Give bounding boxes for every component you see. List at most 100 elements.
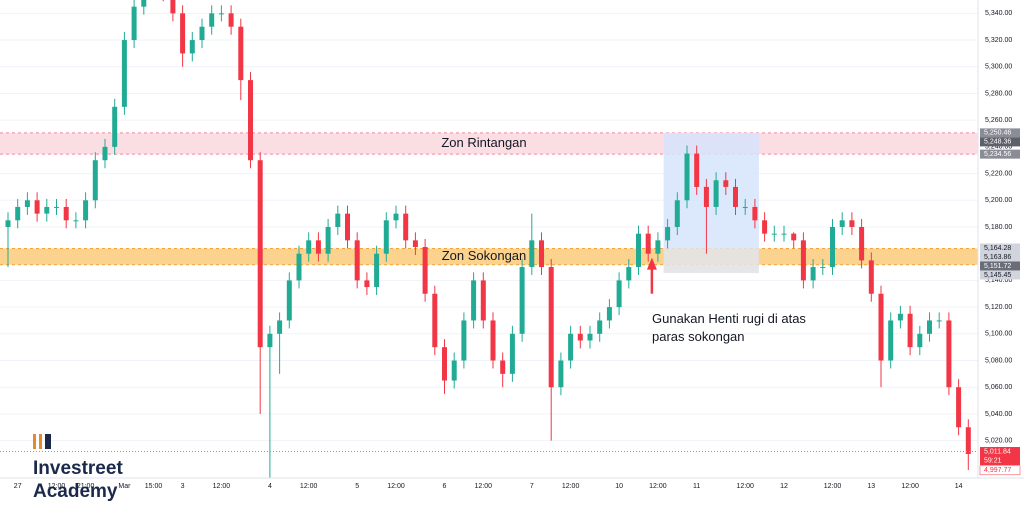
candle-body <box>674 200 680 227</box>
zone-label: Zon Sokongan <box>442 248 527 263</box>
candle-body <box>422 247 428 294</box>
price-tag <box>980 128 1020 138</box>
candle-body <box>733 186 738 207</box>
candle-body <box>73 220 79 222</box>
x-tick-label: 6 <box>443 483 447 490</box>
candle-body <box>24 200 30 207</box>
price-tag-label: 4,997.77 <box>984 467 1011 474</box>
candle-body <box>383 220 389 254</box>
candle-body <box>403 213 409 241</box>
x-tick-label: 3 <box>181 483 185 490</box>
candle-body <box>597 320 603 334</box>
y-tick-label: 5,180.00 <box>985 224 1012 231</box>
candle-body <box>335 213 341 227</box>
x-tick-label: 12:00 <box>649 483 667 490</box>
price-tag <box>980 137 1020 147</box>
candle-body <box>325 226 331 254</box>
logo-bar <box>39 434 42 449</box>
x-tick-label: 12:00 <box>901 483 919 490</box>
logo-bar <box>45 434 51 449</box>
candle-body <box>907 313 913 348</box>
candle-body <box>500 360 506 374</box>
price-tag <box>980 447 1020 457</box>
candle-body <box>257 160 263 348</box>
y-tick-label: 5,200.00 <box>985 197 1012 204</box>
x-tick-label: 10 <box>615 483 623 490</box>
candle-body <box>54 206 59 208</box>
candle-body <box>529 240 535 268</box>
candle-body <box>849 220 855 227</box>
candle-body <box>703 186 709 207</box>
candle-body <box>616 280 622 308</box>
candle-body <box>170 0 176 14</box>
candle-body <box>868 260 874 294</box>
candle-body <box>558 360 564 388</box>
x-tick-label: 13 <box>867 483 875 490</box>
y-tick-label: 5,240.00 <box>985 144 1012 151</box>
candle-body <box>218 13 224 15</box>
candle-body <box>451 360 457 381</box>
candle-body <box>936 320 942 322</box>
price-tag-label: 5,164.28 <box>984 245 1011 252</box>
candle-body <box>859 226 865 261</box>
candle-body <box>248 80 253 161</box>
candle-body <box>480 280 486 321</box>
price-tag-label: 5,248.36 <box>984 139 1011 146</box>
candle-body <box>820 267 826 269</box>
candle-body <box>810 267 816 281</box>
candle-body <box>180 13 186 54</box>
candle-body <box>315 240 321 254</box>
x-tick-label: 12:00 <box>213 483 231 490</box>
candle-body <box>238 26 244 81</box>
x-tick-label: 12:00 <box>475 483 493 490</box>
logo-text: Investreet <box>33 458 123 479</box>
candle-body <box>490 320 496 361</box>
x-tick-label: Mar <box>118 483 131 490</box>
candle-body <box>626 267 632 281</box>
logo-text: Academy <box>33 481 118 502</box>
price-tag-label: 5,151.72 <box>984 263 1011 270</box>
candle-body <box>44 206 50 214</box>
x-tick-label: 12:00 <box>824 483 842 490</box>
candle-body <box>888 320 894 361</box>
candle-body <box>946 320 952 388</box>
candle-body <box>63 206 69 221</box>
candle-body <box>412 240 418 248</box>
price-tag <box>980 252 1020 262</box>
candle-body <box>277 320 283 334</box>
candle-body <box>781 233 787 235</box>
candle-body <box>296 253 302 281</box>
candle-body <box>354 240 360 281</box>
y-tick-label: 5,020.00 <box>985 437 1012 444</box>
countdown-label: 59:21 <box>984 457 1002 464</box>
y-tick-label: 5,260.00 <box>985 117 1012 124</box>
x-tick-label: 15:00 <box>145 483 163 490</box>
candle-body <box>121 40 127 107</box>
price-tag <box>980 243 1020 253</box>
candle-body <box>345 213 350 241</box>
candle-body <box>141 0 147 7</box>
candle-body <box>548 267 554 388</box>
candle-body <box>519 267 525 334</box>
candle-body <box>393 213 399 221</box>
plot-area: Zon Rintangan Zon Sokongan <box>0 0 978 478</box>
x-tick-label: 27 <box>14 483 22 490</box>
candle-body <box>131 6 137 41</box>
price-tag-label: 5,011.84 <box>984 448 1011 455</box>
candle-body <box>830 226 835 268</box>
candle-body <box>374 253 380 288</box>
logo: Investreet Academy <box>33 434 123 502</box>
candle-body <box>228 13 234 27</box>
x-tick-label: 11 <box>693 483 700 490</box>
x-tick-label: 14 <box>955 483 963 490</box>
candle-body <box>713 180 719 207</box>
candle-body <box>364 280 370 288</box>
zone-label: Zon Rintangan <box>441 135 526 150</box>
candle-body <box>15 206 21 221</box>
x-tick-label: 12 <box>780 483 788 490</box>
candle-body <box>587 333 593 341</box>
candle-body <box>199 26 205 41</box>
x-tick-label: 7 <box>530 483 534 490</box>
candle-body <box>189 40 195 54</box>
